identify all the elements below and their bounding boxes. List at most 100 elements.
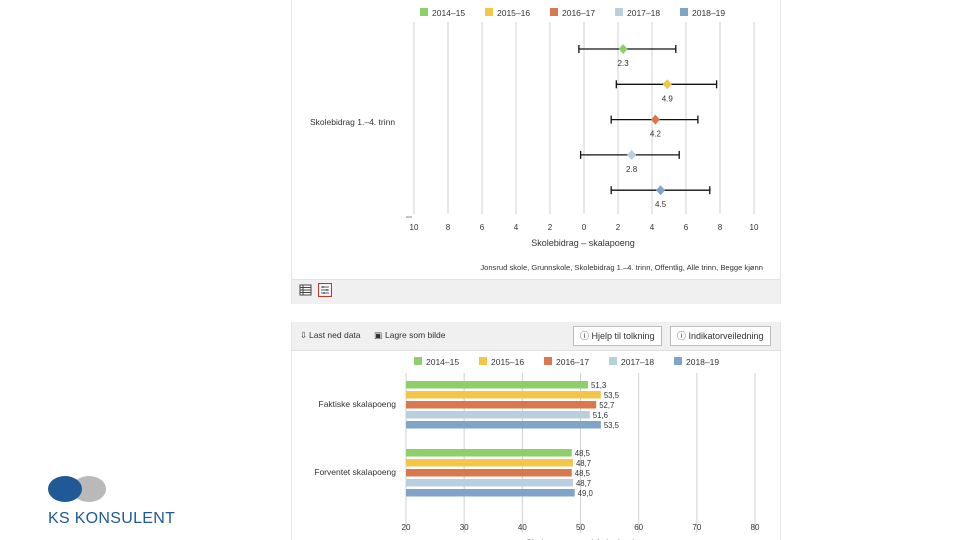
- legend-item[interactable]: 2015–16: [485, 8, 530, 18]
- legend-swatch: [680, 8, 688, 16]
- legend-item[interactable]: 2015–16: [479, 357, 524, 367]
- x-tick-label: 0: [582, 223, 587, 232]
- bar: [406, 381, 589, 389]
- x-tick-label: 8: [446, 223, 451, 232]
- legend-label: 2016–17: [556, 357, 589, 367]
- legend-item[interactable]: 2017–18: [615, 8, 660, 18]
- legend-swatch: [414, 357, 422, 365]
- x-tick-label: 50: [576, 523, 585, 532]
- legend-item[interactable]: 2018–19: [680, 8, 725, 18]
- x-tick-label: 60: [634, 523, 643, 532]
- x-tick-label: 4: [514, 223, 519, 232]
- estimate-point: [662, 79, 672, 90]
- skolebidrag-x-axis-title: Skolebidrag – skalapoeng: [531, 238, 635, 248]
- x-tick-label: 80: [751, 523, 760, 532]
- bar: [406, 449, 572, 457]
- legend-item[interactable]: 2017–18: [609, 357, 654, 367]
- bar-value-label: 53,5: [604, 391, 620, 400]
- legend-label: 2018–19: [692, 8, 725, 18]
- legend-item[interactable]: 2016–17: [544, 357, 589, 367]
- estimate-point: [627, 149, 637, 160]
- legend-label: 2016–17: [562, 8, 595, 18]
- table-icon[interactable]: [299, 283, 313, 297]
- bar: [406, 469, 572, 477]
- x-tick-label: 70: [692, 523, 701, 532]
- help-tab-label: Hjelp til tolkning: [591, 331, 655, 341]
- x-tick-label: 4: [650, 223, 655, 232]
- estimate-point: [618, 44, 628, 54]
- legend-swatch: [420, 8, 428, 16]
- bar: [406, 391, 601, 399]
- logo-blue-circle: [48, 476, 82, 502]
- x-tick-label: 2: [548, 223, 553, 232]
- estimate-2017-18: 2.8: [579, 149, 680, 174]
- download-data-button[interactable]: ⇩ Last ned data: [300, 330, 361, 341]
- x-tick-label: 20: [402, 523, 411, 532]
- bar-value-label: 48,5: [575, 449, 591, 458]
- legend-item[interactable]: 2016–17: [550, 8, 595, 18]
- legend-swatch: [674, 357, 682, 365]
- data-label: 4.5: [655, 200, 667, 209]
- estimate-2016-17: 4.2: [610, 114, 699, 139]
- logo-grey-circle: [72, 476, 106, 502]
- bar-value-label: 51,3: [591, 381, 606, 390]
- legend-label: 2015–16: [491, 357, 524, 367]
- category-label: Forventet skalapoeng: [314, 467, 396, 477]
- legend-label: 2015–16: [497, 8, 530, 18]
- x-tick-label: 8: [718, 223, 723, 232]
- skolebidrag-panel: 2014–15 2015–16 2016–17 2017–18 2018–19 2.3 4…: [291, 0, 781, 304]
- logo-text: KS KONSULENT: [48, 510, 176, 527]
- estimate-point: [656, 185, 665, 196]
- legend-item[interactable]: 2014–15: [420, 8, 465, 18]
- save-image-label: Lagre som bilde: [385, 330, 446, 340]
- bar-value-label: 48,5: [575, 469, 591, 478]
- ks-konsulent-logo: [48, 476, 106, 502]
- legend-label: 2014–15: [426, 357, 459, 367]
- data-label: 4.2: [650, 130, 662, 139]
- x-tick-label: 10: [750, 223, 759, 232]
- skolebidrag-caption: Jonsrud skole, Grunnskole, Skolebidrag 1…: [480, 263, 763, 272]
- bar: [406, 421, 601, 429]
- chart-toolbar: ⇩ Last ned data ▣ Lagre som bilde ⓘ Hjelp …: [292, 322, 780, 351]
- legend-swatch: [485, 8, 493, 16]
- category-label: Faktiske skalapoeng: [319, 399, 397, 409]
- help-interpretation-tab[interactable]: ⓘ Hjelp til tolkning: [573, 326, 662, 346]
- download-data-label: Last ned data: [309, 330, 361, 340]
- bar: [406, 489, 575, 497]
- skalapoeng-panel: ⇩ Last ned data ▣ Lagre som bilde ⓘ Hjelp …: [291, 322, 781, 540]
- legend-item[interactable]: 2014–15: [414, 357, 459, 367]
- legend-item[interactable]: 2018–19: [674, 357, 719, 367]
- legend-swatch: [550, 8, 558, 16]
- image-icon: ▣: [374, 330, 383, 340]
- legend-label: 2017–18: [627, 8, 660, 18]
- skolebidrag-category-label: Skolebidrag 1.–4. trinn: [310, 117, 395, 127]
- bar-value-label: 48,7: [576, 459, 591, 468]
- legend-label: 2017–18: [621, 357, 654, 367]
- x-tick-label: 40: [518, 523, 527, 532]
- save-image-button[interactable]: ▣ Lagre som bilde: [374, 330, 445, 341]
- legend-swatch: [609, 357, 617, 365]
- indicator-guide-tab[interactable]: ⓘ Indikatorveiledning: [670, 326, 771, 346]
- estimate-2018-19: 4.5: [610, 185, 711, 209]
- bar: [406, 479, 573, 487]
- skalapoeng-x-axis-title: Skalapoeng med 1 desimal: [526, 538, 635, 540]
- legend-label: 2018–19: [686, 357, 719, 367]
- x-tick-label: 30: [460, 523, 469, 532]
- x-tick-label: 6: [480, 223, 485, 232]
- legend-label: 2014–15: [432, 8, 465, 18]
- data-label: 2.3: [618, 59, 630, 68]
- x-tick-label: 10: [410, 223, 419, 232]
- skolebidrag-chart: 2014–15 2015–16 2016–17 2017–18 2018–19 2.3 4…: [310, 8, 763, 272]
- question-icon: ⓘ: [580, 331, 592, 341]
- bar: [406, 411, 590, 419]
- bar-value-label: 53,5: [604, 421, 620, 430]
- estimate-2015-16: 4.9: [615, 79, 718, 103]
- legend-swatch: [479, 357, 487, 365]
- bar: [406, 459, 573, 467]
- indicator-tab-label: Indikatorveiledning: [688, 331, 764, 341]
- estimate-2014-15: 2.3: [578, 44, 677, 68]
- x-tick-label: 2: [616, 223, 621, 232]
- chart-icon[interactable]: [317, 282, 333, 298]
- data-label: 2.8: [626, 165, 638, 174]
- data-label: 4.9: [662, 94, 674, 103]
